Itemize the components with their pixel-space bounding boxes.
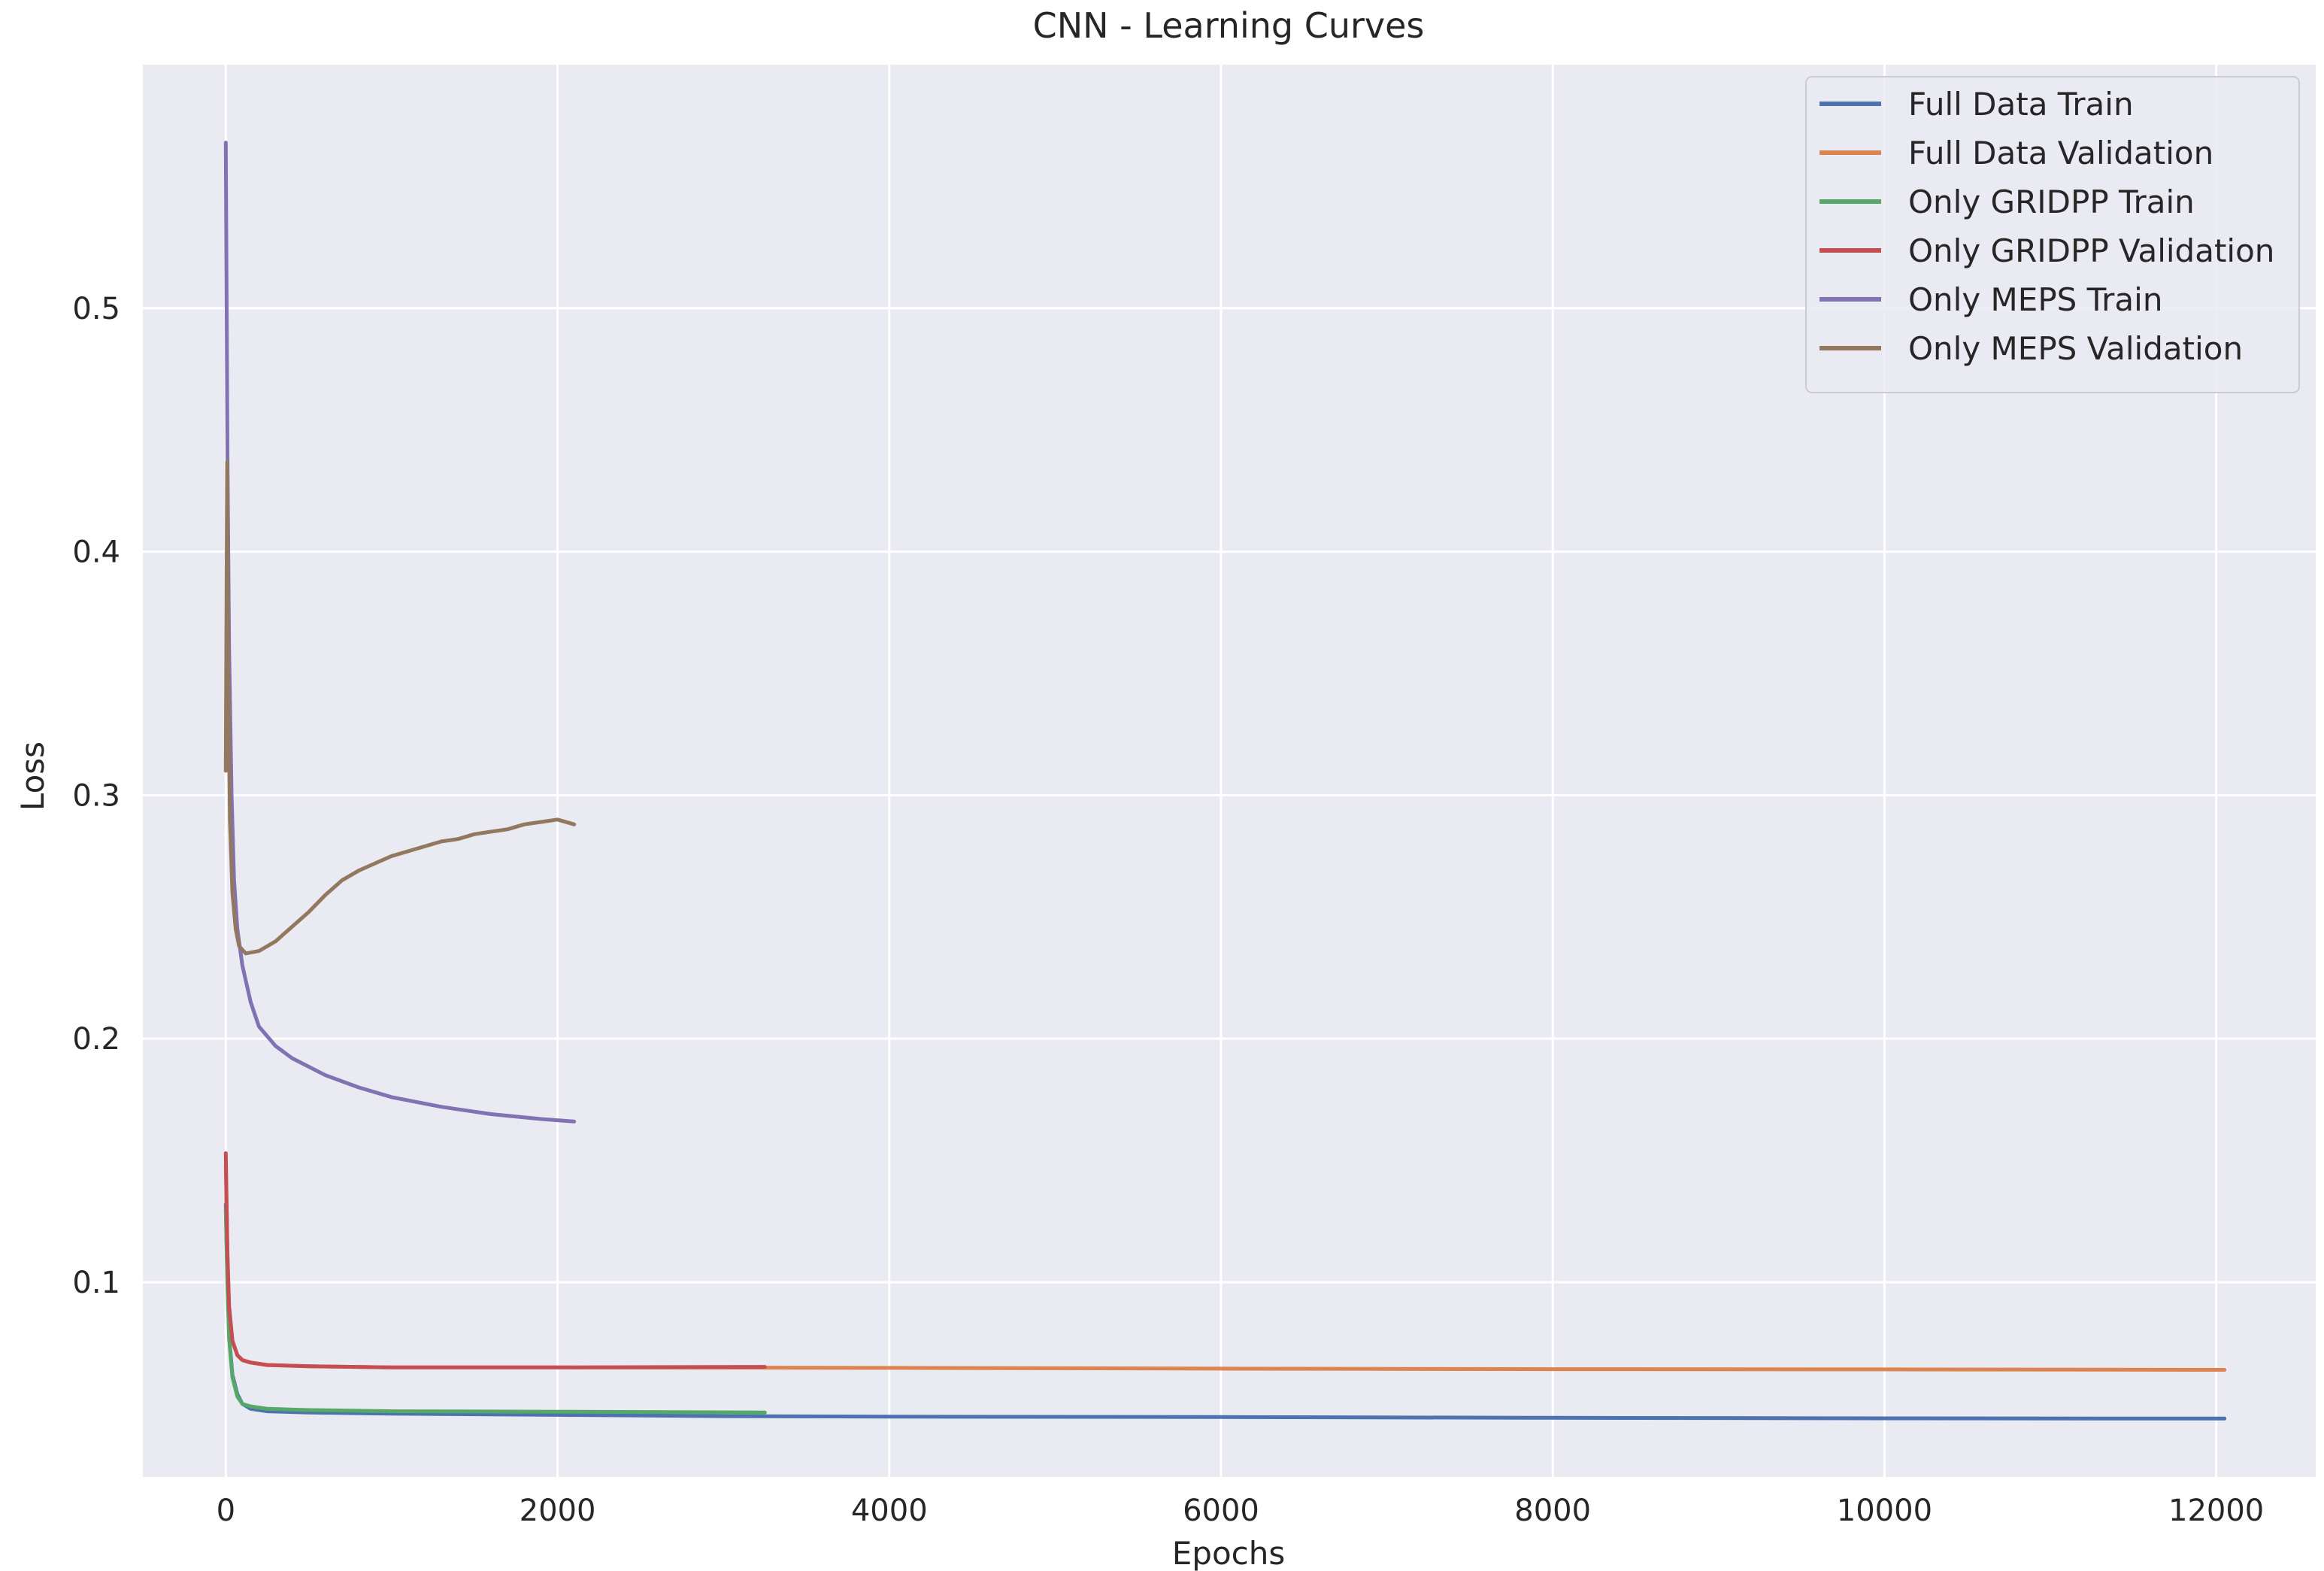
x-tick-label: 0 <box>217 1494 235 1528</box>
y-tick-label: 0.1 <box>72 1266 120 1300</box>
legend-label: Only GRIDPP Validation <box>1908 232 2274 269</box>
x-tick-label: 2000 <box>520 1494 596 1528</box>
grid <box>143 65 2316 1477</box>
y-tick-label: 0.2 <box>72 1022 120 1057</box>
y-tick-labels: 0.1 0.2 0.3 0.4 0.5 <box>72 292 120 1300</box>
chart-title: CNN - Learning Curves <box>1033 5 1425 46</box>
series-line-only-gridpp-validation <box>223 1151 767 1369</box>
x-tick-label: 8000 <box>1514 1494 1591 1528</box>
x-tick-label: 6000 <box>1183 1494 1259 1528</box>
y-axis-label: Loss <box>14 742 51 811</box>
x-tick-label: 4000 <box>851 1494 928 1528</box>
x-tick-label: 10000 <box>1837 1494 1932 1528</box>
x-axis-label: Epochs <box>1172 1535 1286 1571</box>
legend-label: Full Data Validation <box>1908 135 2213 171</box>
y-tick-label: 0.4 <box>72 535 120 570</box>
legend-label: Only MEPS Train <box>1908 281 2162 318</box>
series-lines <box>223 141 2227 1421</box>
series-line-only-meps-validation <box>223 459 577 956</box>
x-tick-label: 12000 <box>2168 1494 2264 1528</box>
x-tick-labels: 0 2000 4000 6000 8000 10000 12000 <box>217 1494 2265 1528</box>
y-tick-label: 0.3 <box>72 778 120 813</box>
legend: Full Data Train Full Data Validation Only … <box>1805 76 2300 393</box>
legend-label: Only MEPS Validation <box>1908 330 2243 367</box>
y-tick-label: 0.5 <box>72 292 120 326</box>
series-line-only-gridpp-train <box>223 1207 767 1415</box>
legend-frame <box>1805 76 2300 393</box>
legend-label: Only GRIDPP Train <box>1908 183 2195 220</box>
legend-label: Full Data Train <box>1908 86 2134 123</box>
